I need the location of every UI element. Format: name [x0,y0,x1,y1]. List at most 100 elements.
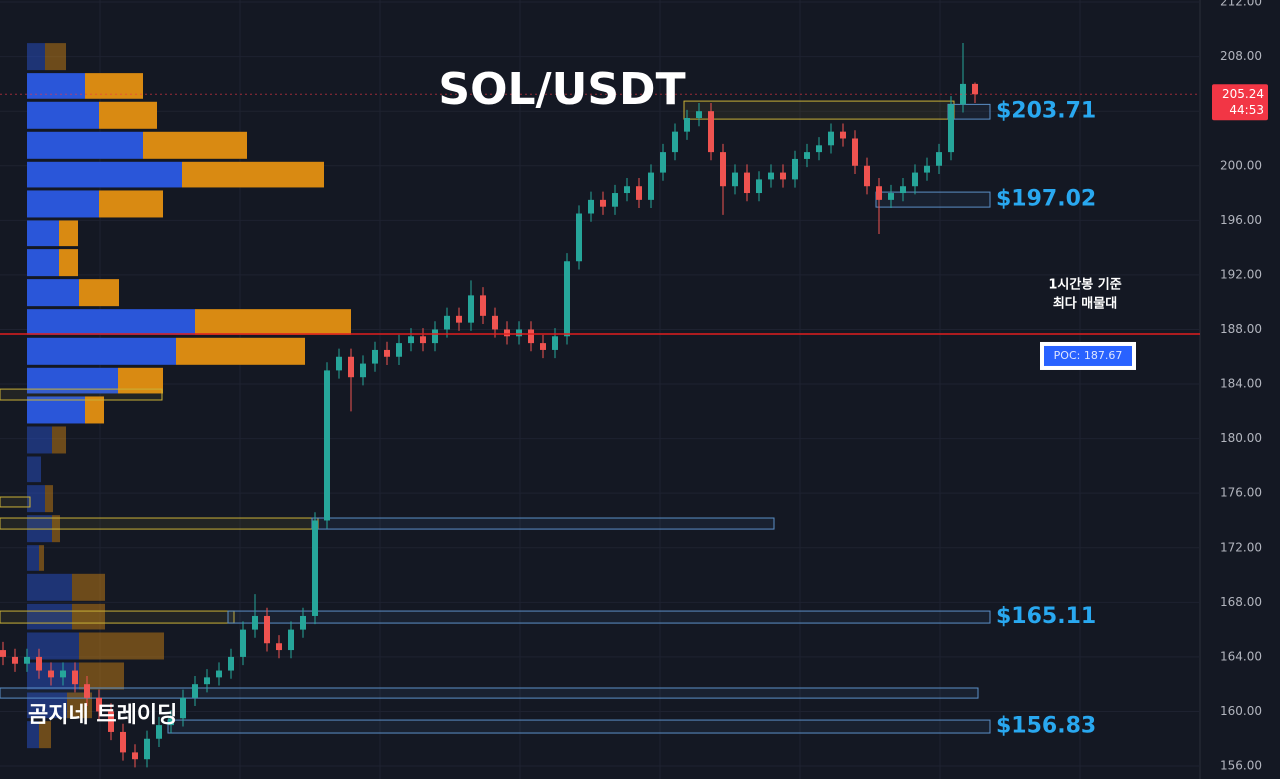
y-tick-label: 196.00 [1220,213,1262,227]
candle-body [108,711,114,732]
candle-body [660,152,666,173]
zone [167,719,991,734]
candle-body [516,329,522,337]
candle-body [264,615,270,644]
profile-sell [52,426,66,454]
candle-body [816,145,822,153]
profile-buy [27,545,39,571]
profile-buy [27,721,39,749]
zone [0,496,31,508]
candle-body [408,336,414,344]
y-tick-label: 160.00 [1220,704,1262,718]
zone [0,388,163,401]
zone-label: $165.11 [996,604,1096,629]
profile-buy [27,73,85,99]
countdown: 44:53 [1229,103,1264,117]
candle-body [324,370,330,521]
candle-body [12,656,18,664]
zone-label: $197.02 [996,187,1096,212]
profile-sell [85,73,143,99]
candle-body [612,193,618,207]
profile-sell [195,309,351,335]
candle-body [180,697,186,719]
profile-sell [59,220,78,247]
candle-body [588,199,594,214]
candle-body [900,186,906,194]
profile-buy [27,220,59,247]
candle-body [696,111,702,119]
candle-body [288,629,294,651]
zone-label: $156.83 [996,714,1096,739]
candle-body [912,172,918,187]
candle-body [648,172,654,200]
candle-body [276,643,282,651]
profile-buy [27,249,59,277]
poc-box [1044,345,1132,366]
profile-buy [27,101,99,129]
candle-body [684,118,690,132]
candle-body [576,213,582,262]
chart-title: SOL/USDT [438,64,685,115]
candle-body [372,349,378,364]
y-tick-label: 200.00 [1220,158,1262,172]
candle-body [456,315,462,323]
zone [0,517,319,530]
profile-sell [39,721,51,749]
candle-body [876,186,882,200]
profile-buy [27,632,79,660]
candle-body [348,356,354,378]
zone [683,100,955,120]
candle-body [204,677,210,685]
profile-buy [27,426,52,454]
profile-buy [27,456,41,483]
candle-body [672,131,678,153]
y-tick-label: 172.00 [1220,540,1262,554]
y-tick-label: 192.00 [1220,267,1262,281]
annotation: 최다 매물대 [1053,296,1117,312]
candle-body [396,343,402,357]
candle-body [60,670,66,678]
profile-buy [27,161,182,188]
candle-body [624,186,630,194]
profile-buy [27,43,45,71]
zone [947,103,991,120]
profile-buy [27,309,195,335]
profile-buy [27,190,99,218]
candle-body [768,172,774,180]
profile-sell [45,43,66,71]
candle-body [0,650,6,657]
candle-body [924,165,930,173]
profile-sell [45,485,53,513]
candle-body [564,261,570,337]
candle-body [780,172,786,180]
candle-body [96,697,102,712]
candle-body [960,83,966,105]
y-tick-label: 156.00 [1220,759,1262,773]
candle-body [48,670,54,678]
zone [227,610,991,624]
candle-body [828,131,834,146]
candle-body [156,725,162,739]
candle-body [540,343,546,350]
candle-body [636,186,642,200]
zones: $203.71 $197.02 $165.11 $156.83 [0,99,1096,739]
candle-body [600,199,606,207]
candle-body [792,158,798,180]
candle-body [504,329,510,337]
profile-sell [99,190,163,218]
last-price-box [1212,84,1268,121]
zone [0,687,979,699]
candle-body [360,363,366,378]
candle-body [756,179,762,194]
profile-buy [27,279,79,307]
y-tick-label: 164.00 [1220,649,1262,663]
candle-body [888,193,894,200]
candle-body [144,738,150,760]
candle-body [228,656,234,671]
profile-sell [72,573,105,601]
candles [0,42,978,768]
annotation: 1시간봉 기준 [1048,277,1121,293]
y-tick-label: 176.00 [1220,486,1262,500]
